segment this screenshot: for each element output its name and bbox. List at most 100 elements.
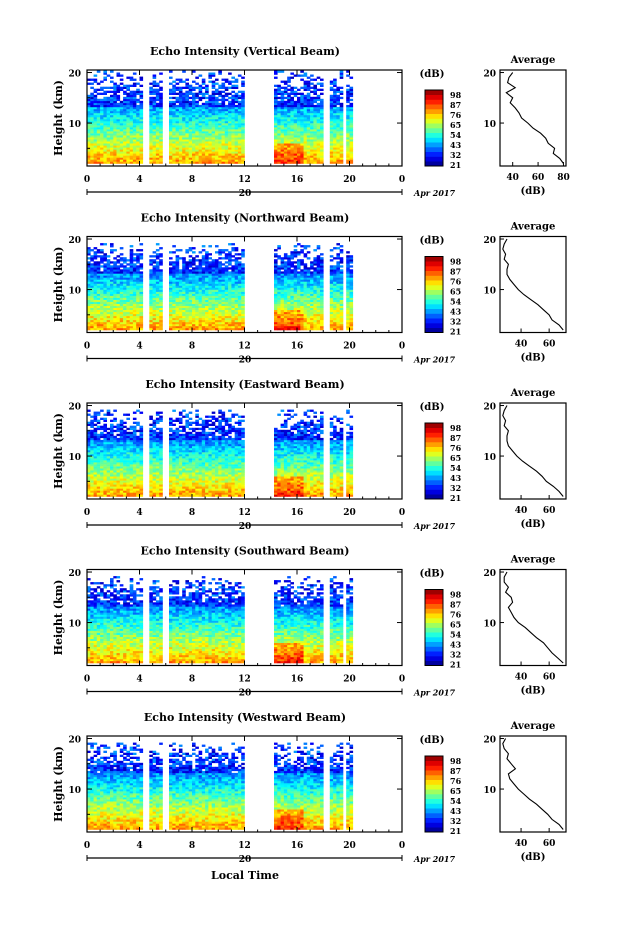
heatmap-cell xyxy=(228,121,232,124)
heatmap-cell xyxy=(234,309,239,313)
heatmap-cell xyxy=(208,305,212,308)
heatmap-cell xyxy=(231,155,235,158)
heatmap-cell xyxy=(224,309,229,313)
heatmap-cell xyxy=(110,291,114,294)
heatmap-cell xyxy=(274,129,278,132)
heatmap-cell xyxy=(297,135,301,138)
heatmap-cell xyxy=(126,273,130,276)
heatmap-cell xyxy=(211,86,216,89)
heatmap-cell xyxy=(96,291,101,294)
heatmap-cell xyxy=(215,325,219,329)
heatmap-cell xyxy=(215,319,219,323)
heatmap-cell xyxy=(211,328,216,331)
heatmap-cell xyxy=(277,247,281,250)
heatmap-cell xyxy=(129,255,134,258)
heatmap-cell xyxy=(205,102,209,106)
heatmap-cell xyxy=(208,147,212,150)
heatmap-cell xyxy=(175,267,180,270)
heatmap-cell xyxy=(274,72,278,75)
heatmap-cell xyxy=(283,159,288,162)
heatmap-cell xyxy=(116,135,121,138)
heatmap-cell xyxy=(224,303,229,306)
heatmap-cell xyxy=(241,90,245,93)
heatmap-cell xyxy=(208,110,212,114)
heatmap-cell xyxy=(221,275,226,278)
heatmap-cell xyxy=(103,307,107,310)
heatmap-cell xyxy=(300,287,304,290)
heatmap-cell xyxy=(103,275,107,278)
heatmap-cell xyxy=(320,121,324,124)
heatmap-cell xyxy=(155,295,160,298)
heatmap-cell xyxy=(293,157,298,160)
heatmap-cell xyxy=(287,108,291,112)
heatmap-cell xyxy=(346,117,350,120)
heatmap-cell xyxy=(123,283,127,286)
heatmap-cell xyxy=(106,149,111,152)
heatmap-cell xyxy=(100,255,104,258)
heatmap-cell xyxy=(316,104,321,108)
heatmap-cell xyxy=(303,303,308,306)
heatmap-cell xyxy=(224,86,229,89)
heatmap-cell xyxy=(300,309,304,313)
heatmap-cell xyxy=(96,307,101,310)
heatmap-cell xyxy=(211,269,216,272)
heatmap-cell xyxy=(136,155,140,158)
heatmap-cell xyxy=(218,317,222,321)
heatmap-cell xyxy=(201,269,206,272)
heatmap-cell xyxy=(106,321,111,325)
heatmap-cell xyxy=(119,305,124,308)
heatmap-cell xyxy=(116,88,121,91)
heatmap-cell xyxy=(339,161,344,164)
heatmap-cell xyxy=(152,283,157,286)
heatmap-cell xyxy=(201,137,206,140)
heatmap-cell xyxy=(237,309,242,313)
heatmap-cell xyxy=(277,321,281,325)
heatmap-cell xyxy=(152,289,157,292)
heatmap-cell xyxy=(201,155,206,158)
heatmap-cell xyxy=(96,251,101,254)
heatmap-cell xyxy=(228,297,232,300)
heatmap-cell xyxy=(110,100,114,104)
heatmap-cell xyxy=(192,125,196,128)
heatmap-cell xyxy=(119,328,124,331)
heatmap-cell xyxy=(205,117,209,120)
heatmap-cell xyxy=(155,123,160,126)
heatmap-cell xyxy=(339,273,344,276)
heatmap-cell xyxy=(211,277,216,280)
heatmap-cell xyxy=(287,153,291,156)
heatmap-cell xyxy=(175,311,180,315)
heatmap-cell xyxy=(310,127,314,130)
heatmap-cell xyxy=(159,325,163,329)
heatmap-cell xyxy=(339,123,344,126)
heatmap-cell xyxy=(277,279,281,282)
heatmap-cell xyxy=(274,305,278,308)
heatmap-cell xyxy=(182,265,186,268)
heatmap-cell xyxy=(336,328,340,331)
heatmap-cell xyxy=(90,259,94,262)
heatmap-cell xyxy=(123,157,127,160)
heatmap-cell xyxy=(188,161,193,164)
heatmap-cell xyxy=(188,133,193,136)
heatmap-cell xyxy=(208,145,212,148)
heatmap-cell xyxy=(280,143,285,146)
heatmap-cell xyxy=(136,88,140,91)
heatmap-cell xyxy=(215,82,219,85)
heatmap-cell xyxy=(205,269,209,272)
heatmap-cell xyxy=(110,129,114,132)
heatmap-cell xyxy=(93,255,98,258)
heatmap-cell xyxy=(116,261,121,264)
heatmap-cell xyxy=(201,317,206,321)
heatmap-cell xyxy=(237,291,242,294)
heatmap-cell xyxy=(178,92,183,95)
heatmap-cell xyxy=(132,151,137,154)
heatmap-cell xyxy=(313,92,317,95)
heatmap-cell xyxy=(234,153,239,156)
heatmap-cell xyxy=(215,157,219,160)
heatmap-cell xyxy=(87,319,91,323)
heatmap-cell xyxy=(349,291,354,294)
heatmap-cell xyxy=(195,277,199,280)
heatmap-cell xyxy=(132,149,137,152)
heatmap-cell xyxy=(195,315,199,319)
heatmap-cell xyxy=(136,277,140,280)
heatmap-cell xyxy=(205,108,209,112)
